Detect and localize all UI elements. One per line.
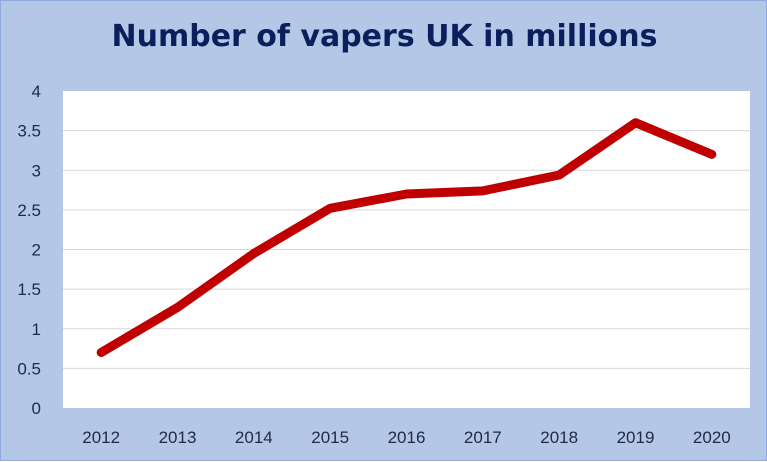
gridlines — [63, 130, 750, 369]
y-tick-label: 2 — [32, 241, 41, 260]
x-tick-label: 2019 — [617, 428, 655, 447]
y-tick-label: 1.5 — [17, 280, 41, 299]
y-tick-label: 2.5 — [17, 201, 41, 220]
x-tick-label: 2014 — [235, 428, 273, 447]
x-tick-label: 2015 — [311, 428, 349, 447]
data-point — [252, 252, 255, 255]
x-tick-label: 2012 — [82, 428, 120, 447]
x-axis-ticks: 2012 2013 2014 2015 2016 2017 2018 2019 2020 — [82, 428, 730, 447]
data-point — [710, 153, 713, 156]
data-point — [329, 207, 332, 210]
data-point — [481, 189, 484, 192]
series-group — [96, 118, 717, 357]
x-tick-label: 2016 — [388, 428, 426, 447]
x-tick-label: 2013 — [159, 428, 197, 447]
data-point — [405, 193, 408, 196]
data-point — [634, 121, 637, 124]
data-point — [100, 351, 103, 354]
y-axis-ticks: 0 0.5 1 1.5 2 2.5 3 3.5 4 — [17, 82, 41, 418]
data-point — [558, 174, 561, 177]
x-tick-label: 2018 — [540, 428, 578, 447]
x-tick-label: 2020 — [693, 428, 731, 447]
y-tick-label: 3 — [32, 161, 41, 180]
y-tick-label: 3.5 — [17, 122, 41, 141]
data-point — [176, 306, 179, 309]
y-tick-label: 0.5 — [17, 359, 41, 378]
chart-title: Number of vapers UK in millions — [111, 19, 658, 54]
x-tick-label: 2017 — [464, 428, 502, 447]
y-tick-label: 1 — [32, 320, 41, 339]
y-tick-label: 4 — [32, 82, 41, 101]
y-tick-label: 0 — [32, 399, 41, 418]
